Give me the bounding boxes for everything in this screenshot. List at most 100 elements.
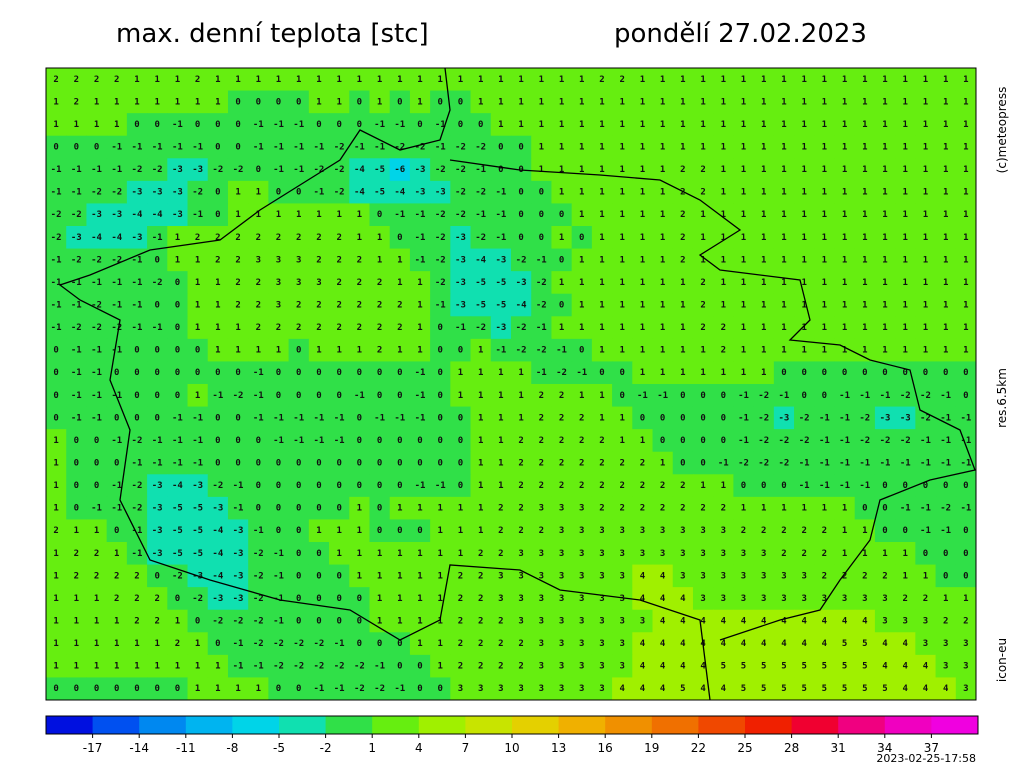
temperature-cell bbox=[915, 564, 937, 588]
temperature-cell bbox=[126, 248, 148, 272]
temperature-cell bbox=[349, 135, 370, 159]
temperature-cell bbox=[531, 632, 552, 656]
temperature-value: 1 bbox=[498, 436, 503, 446]
temperature-cell bbox=[935, 451, 957, 475]
temperature-value: 3 bbox=[256, 255, 261, 265]
temperature-value: 1 bbox=[438, 571, 443, 581]
temperature-value: 0 bbox=[397, 368, 402, 378]
temperature-value: 0 bbox=[721, 391, 726, 401]
temperature-cell bbox=[895, 135, 916, 159]
temperature-cell bbox=[854, 564, 876, 588]
temperature-cell bbox=[349, 587, 370, 611]
temperature-cell bbox=[207, 474, 229, 498]
temperature-value: -1 bbox=[900, 504, 911, 514]
temperature-value: -2 bbox=[556, 368, 567, 378]
temperature-value: 1 bbox=[923, 97, 928, 107]
temperature-value: 0 bbox=[397, 436, 402, 446]
temperature-cell bbox=[854, 474, 876, 498]
temperature-cell bbox=[531, 226, 552, 250]
temperature-value: 1 bbox=[781, 278, 786, 288]
temperature-value: 3 bbox=[458, 684, 463, 694]
temperature-cell bbox=[834, 609, 856, 633]
temperature-cell bbox=[652, 384, 674, 408]
temperature-value: -1 bbox=[253, 391, 264, 401]
temperature-cell bbox=[874, 609, 896, 633]
temperature-value: 1 bbox=[336, 549, 341, 559]
temperature-cell bbox=[612, 316, 633, 340]
temperature-cell bbox=[369, 632, 391, 656]
temperature-value: 1 bbox=[721, 233, 726, 243]
temperature-cell bbox=[531, 474, 552, 498]
temperature-value: 0 bbox=[74, 481, 79, 491]
temperature-value: 1 bbox=[397, 594, 402, 604]
temperature-cell bbox=[248, 384, 269, 408]
temperature-cell bbox=[106, 68, 128, 92]
temperature-cell bbox=[167, 451, 189, 475]
temperature-cell bbox=[106, 180, 128, 204]
temperature-cell bbox=[895, 564, 916, 588]
temperature-cell bbox=[773, 293, 795, 317]
temperature-cell bbox=[612, 496, 633, 520]
temperature-cell bbox=[794, 113, 815, 137]
temperature-value: 3 bbox=[579, 639, 584, 649]
temperature-cell bbox=[773, 248, 795, 272]
temperature-cell bbox=[773, 632, 795, 656]
temperature-cell bbox=[571, 135, 593, 159]
temperature-value: 0 bbox=[94, 459, 99, 469]
colorbar-segment bbox=[92, 716, 140, 734]
temperature-value: 1 bbox=[761, 323, 766, 333]
temperature-value: 1 bbox=[114, 662, 119, 672]
temperature-cell bbox=[430, 406, 451, 430]
temperature-cell bbox=[652, 90, 674, 114]
temperature-value: 2 bbox=[296, 301, 301, 311]
temperature-value: 2 bbox=[478, 594, 483, 604]
temperature-value: 3 bbox=[478, 684, 483, 694]
temperature-value: 0 bbox=[195, 368, 200, 378]
colorbar-tick-label: 10 bbox=[504, 741, 519, 755]
temperature-cell bbox=[814, 135, 835, 159]
temperature-value: -2 bbox=[212, 165, 223, 175]
temperature-cell bbox=[248, 68, 269, 92]
temperature-cell bbox=[591, 135, 613, 159]
temperature-value: 3 bbox=[903, 617, 908, 627]
temperature-cell bbox=[773, 564, 795, 588]
temperature-value: 0 bbox=[114, 684, 119, 694]
temperature-value: 0 bbox=[215, 436, 220, 446]
temperature-value: 0 bbox=[154, 413, 159, 423]
temperature-cell bbox=[753, 361, 775, 385]
temperature-cell bbox=[773, 338, 795, 362]
temperature-cell bbox=[227, 180, 249, 204]
temperature-value: 0 bbox=[336, 617, 341, 627]
temperature-cell bbox=[490, 384, 512, 408]
temperature-cell bbox=[86, 429, 108, 453]
temperature-value: 1 bbox=[761, 188, 766, 198]
temperature-cell bbox=[86, 496, 108, 520]
temperature-cell bbox=[308, 542, 330, 566]
temperature-cell bbox=[207, 90, 229, 114]
colorbar-segment bbox=[46, 716, 94, 734]
temperature-cell bbox=[531, 90, 552, 114]
temperature-value: 0 bbox=[316, 504, 321, 514]
temperature-cell bbox=[207, 429, 229, 453]
temperature-cell bbox=[672, 180, 694, 204]
temperature-cell bbox=[591, 429, 613, 453]
temperature-cell bbox=[773, 316, 795, 340]
temperature-cell bbox=[895, 90, 916, 114]
temperature-value: -2 bbox=[71, 255, 82, 265]
temperature-value: 1 bbox=[822, 210, 827, 220]
temperature-value: 3 bbox=[599, 662, 604, 672]
temperature-cell bbox=[66, 609, 87, 633]
temperature-cell bbox=[308, 384, 330, 408]
temperature-value: -3 bbox=[455, 278, 466, 288]
temperature-cell bbox=[955, 293, 977, 317]
temperature-value: 1 bbox=[559, 278, 564, 288]
temperature-cell bbox=[349, 203, 370, 227]
temperature-cell bbox=[248, 361, 269, 385]
temperature-value: 3 bbox=[619, 617, 624, 627]
temperature-cell bbox=[571, 632, 593, 656]
temperature-value: 0 bbox=[842, 368, 847, 378]
temperature-value: 0 bbox=[316, 459, 321, 469]
temperature-cell bbox=[369, 316, 391, 340]
temperature-cell bbox=[329, 564, 350, 588]
temperature-value: -3 bbox=[172, 165, 183, 175]
